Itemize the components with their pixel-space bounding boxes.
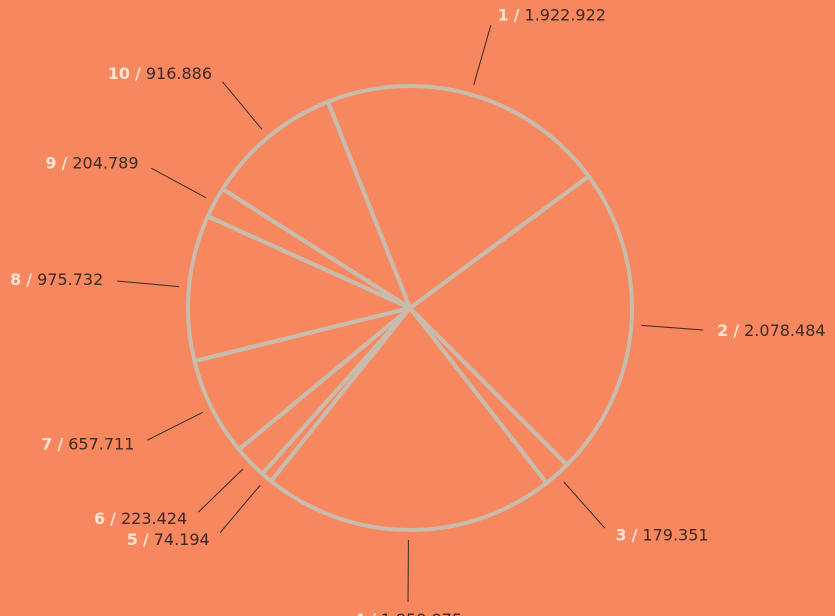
slice-label: 3 /179.351 [615,525,708,544]
slice-label: 6 / 223.424 [94,509,187,528]
slice-value: 1.922.922 [525,5,606,24]
slice-label: 2 / 2.078.484 [717,320,825,339]
leader-line [219,484,261,533]
leader-line [473,25,492,86]
separator: / [733,320,739,339]
pie-slice [236,306,412,476]
separator: / [26,270,32,289]
separator: / [514,5,520,24]
slice-value: 1.959.975 [381,609,462,616]
slice-index: 8 [10,270,21,289]
separator: / [135,63,141,82]
slice-index: 10 [108,63,130,82]
separator: / [57,434,63,453]
slice-index: 5 [127,530,138,549]
separator: / [110,509,116,528]
separator: / [370,609,376,616]
pie-slice [325,84,591,310]
leader-line [151,167,207,199]
leader-line [563,481,606,529]
slice-value: 2.078.484 [744,320,825,339]
slice-label: 7 / 657.711 [41,434,134,453]
slice-value: 74.194 [154,530,210,549]
slice-value: 223.424 [121,509,187,528]
slice-label: 10 / 916.886 [108,63,212,82]
slice-index: 6 [94,509,105,528]
slice-value: 204.789 [72,153,138,172]
slice-index: 4 [354,609,365,616]
slice-value: 179.351 [642,525,708,544]
separator: / [143,530,149,549]
slice-index: 3 [615,525,626,544]
slice-value: 916.886 [146,63,212,82]
pie-slice [186,214,412,364]
separator: / [632,525,638,544]
pie-slice [269,306,549,532]
leader-line [147,411,203,441]
slice-value: 657.711 [68,434,134,453]
slice-label: 8 / 975.732 [10,270,103,289]
slice-label: 1 / 1.922.922 [498,5,606,24]
leader-line [222,81,263,130]
slice-index: 1 [498,5,509,24]
leader-line [641,324,704,331]
slice-index: 2 [717,320,728,339]
slice-value: 975.732 [37,270,103,289]
pie-slice [408,174,634,467]
slice-index: 7 [41,434,52,453]
pie-slice [220,99,412,310]
leader-line [117,280,180,288]
slice-label: 9 /204.789 [45,153,138,172]
slice-index: 9 [45,153,56,172]
slice-label: 4 / 1.959.975 [354,609,462,616]
leader-line [198,468,244,513]
separator: / [62,153,68,172]
slice-label: 5 / 74.194 [127,530,210,549]
pie-slice [408,306,570,485]
